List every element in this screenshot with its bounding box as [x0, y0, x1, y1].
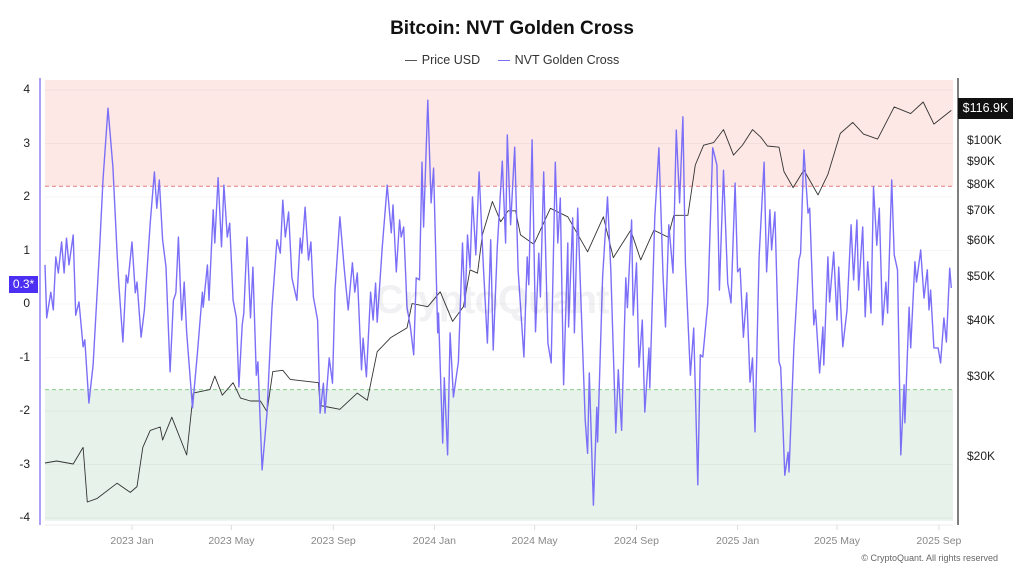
right-axis-tick-label: $30K: [967, 369, 996, 384]
nvt-line-swatch-icon: [497, 59, 510, 61]
x-axis-tick-label: 2023 May: [208, 535, 255, 547]
x-axis-tick-label: 2024 May: [511, 535, 558, 547]
left-axis-tick-label: 3: [23, 135, 30, 150]
undervalued-band: [45, 389, 953, 521]
left-axis-tick-label: -2: [19, 403, 30, 417]
legend-label-price: Price USD: [421, 53, 481, 68]
x-axis-tick-label: 2024 Jan: [412, 535, 456, 547]
x-axis-tick-label: 2023 Jan: [110, 535, 154, 547]
x-axis-tick-label: 2024 Sep: [614, 535, 659, 547]
overvalued-band: [45, 80, 953, 187]
nvt-golden-cross-line: [44, 99, 952, 506]
right-axis-tick-label: $70K: [967, 203, 996, 218]
nvt-current-value-badge: 0.3*: [9, 276, 38, 293]
left-axis-tick-label: 1: [23, 242, 30, 257]
legend: Price USD NVT Golden Cross: [0, 50, 1024, 67]
x-axis-tick-label: 2025 Jan: [715, 535, 760, 547]
legend-item-price[interactable]: Price USD: [404, 53, 481, 68]
legend-label-nvt: NVT Golden Cross: [514, 53, 620, 68]
x-axis-tick-label: 2025 May: [813, 535, 861, 547]
chart-title: Bitcoin: NVT Golden Cross: [390, 18, 634, 39]
left-axis-tick-label: 4: [23, 82, 30, 96]
left-axis-tick-label: 0: [23, 296, 30, 310]
right-axis-tick-label: $40K: [967, 312, 996, 327]
x-axis-tick-label: 2023 Sep: [310, 535, 356, 547]
price-line-swatch-icon: [404, 59, 417, 61]
copyright-notice: © CryptoQuant. All rights reserved: [861, 553, 998, 563]
legend-item-nvt[interactable]: NVT Golden Cross: [497, 53, 620, 68]
left-axis-tick-label: 2: [23, 189, 30, 203]
watermark: CryptoQuant: [375, 278, 609, 322]
left-axis-tick-label: -4: [19, 510, 30, 524]
left-axis-tick-label: -1: [19, 349, 30, 364]
left-axis-tick-label: -3: [19, 456, 30, 471]
right-axis-tick-label: $100K: [967, 133, 1002, 148]
right-axis-tick-label: $60K: [967, 233, 996, 248]
right-axis-tick-label: $90K: [967, 153, 996, 168]
price-usd-line: [44, 101, 952, 503]
right-axis-tick-label: $50K: [967, 269, 996, 284]
right-axis-tick-label: $80K: [967, 176, 996, 191]
right-axis-tick-label: $20K: [967, 449, 996, 463]
price-current-value-badge: $116.9K: [958, 98, 1013, 119]
x-axis-tick-label: 2025 Sep: [916, 535, 962, 547]
